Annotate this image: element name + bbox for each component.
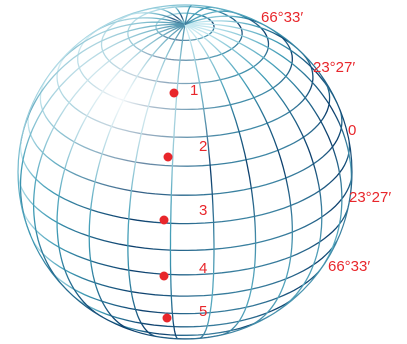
point-marker-3 [159, 215, 169, 225]
latitude-labels: 66°33′ 23°27′ 0 23°27′ 66°33′ [261, 9, 391, 275]
point-labels: 1 2 3 4 5 [190, 82, 207, 320]
point-label-5: 5 [199, 303, 207, 320]
point-marker-5 [162, 313, 172, 323]
latitude-label-23-27-south: 23°27′ [349, 189, 391, 206]
point-marker-2 [163, 152, 173, 162]
point-markers [159, 88, 179, 323]
point-label-3: 3 [199, 202, 207, 219]
globe-highlight [18, 5, 352, 339]
latitude-label-66-33-south: 66°33′ [328, 258, 370, 275]
latitude-label-66-33-north: 66°33′ [261, 9, 303, 26]
point-marker-1 [169, 88, 179, 98]
latitude-label-equator: 0 [348, 122, 356, 139]
point-label-2: 2 [199, 138, 207, 155]
point-marker-4 [159, 271, 169, 281]
point-label-4: 4 [199, 260, 207, 277]
latitude-label-23-27-north: 23°27′ [313, 59, 355, 76]
point-label-1: 1 [190, 82, 198, 99]
